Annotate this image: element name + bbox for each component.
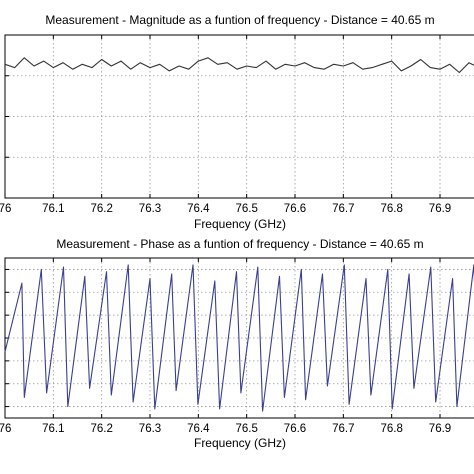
phase-x-tick-label: 76.6 — [284, 423, 306, 435]
phase-x-tick-label: 76.1 — [42, 423, 64, 435]
phase-x-tick-label: 76.8 — [380, 423, 402, 435]
magnitude-x-tick-label: 76.3 — [139, 203, 161, 215]
magnitude-x-tick-labels: 76 76.1 76.2 76.3 76.4 76.5 76.6 76.7 76.8 76.9 — [0, 203, 451, 215]
magnitude-plot-area — [4, 34, 474, 199]
phase-chart-title: Measurement - Phase as a funtion of freq… — [56, 237, 423, 251]
phase-x-tick-label: 76 — [0, 423, 11, 435]
phase-x-axis-label: Frequency (GHz) — [194, 436, 286, 450]
phase-x-tick-label: 76.9 — [429, 423, 451, 435]
magnitude-x-tick-label: 76.6 — [284, 203, 306, 215]
phase-x-tick-label: 76.5 — [235, 423, 257, 435]
magnitude-x-tick-label: 76.1 — [42, 203, 64, 215]
phase-grid — [5, 258, 474, 418]
magnitude-x-axis-label: Frequency (GHz) — [194, 217, 286, 231]
phase-x-tick-label: 76.7 — [332, 423, 354, 435]
phase-panel: Measurement - Phase as a funtion of freq… — [0, 237, 474, 450]
phase-plot-area — [4, 257, 474, 419]
phase-x-tick-label: 76.3 — [139, 423, 161, 435]
phase-series-line — [4, 264, 474, 412]
phase-ticks — [4, 258, 441, 418]
magnitude-series-line — [4, 57, 474, 74]
magnitude-panel: Measurement - Magnitude as a funtion of … — [0, 13, 474, 231]
magnitude-grid — [5, 35, 474, 198]
phase-x-tick-label: 76.4 — [187, 423, 210, 435]
magnitude-x-tick-label: 76 — [0, 203, 11, 215]
magnitude-x-tick-label: 76.7 — [332, 203, 354, 215]
magnitude-x-tick-label: 76.9 — [429, 203, 451, 215]
magnitude-chart-title: Measurement - Magnitude as a funtion of … — [45, 13, 434, 27]
magnitude-x-tick-label: 76.4 — [187, 203, 210, 215]
phase-x-tick-labels: 76 76.1 76.2 76.3 76.4 76.5 76.6 76.7 76.8 76.9 — [0, 423, 451, 435]
magnitude-x-tick-label: 76.2 — [90, 203, 112, 215]
phase-x-tick-label: 76.2 — [90, 423, 112, 435]
magnitude-ticks — [4, 34, 441, 199]
magnitude-x-tick-label: 76.8 — [380, 203, 402, 215]
magnitude-x-tick-label: 76.5 — [235, 203, 257, 215]
